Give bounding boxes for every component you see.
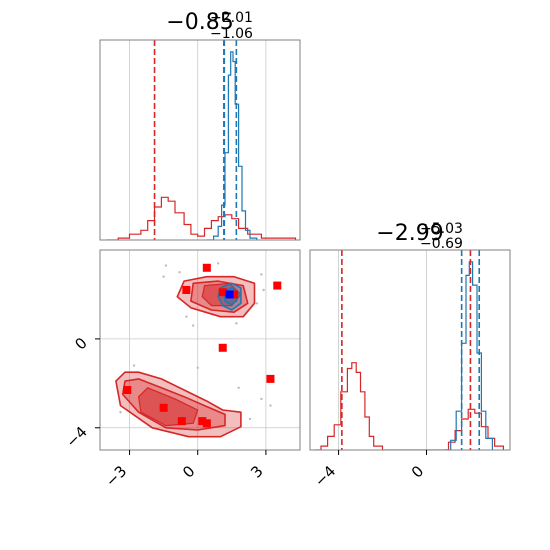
x-tick-labels: −4 0 — [311, 450, 427, 490]
red-histogram — [314, 362, 504, 450]
sample-point — [132, 364, 136, 367]
title-minus: −0.69 — [420, 236, 463, 252]
joint-panel: −3 0 3 −4 0 — [62, 249, 301, 490]
grid-lines — [129, 40, 267, 240]
sample-point — [235, 322, 238, 325]
sample-point — [255, 302, 259, 305]
blue-marker — [225, 290, 234, 299]
red-marker — [266, 374, 275, 383]
scatter-points — [119, 262, 272, 421]
sample-point — [269, 404, 272, 407]
x-tick-labels: −3 0 3 — [102, 450, 267, 490]
red-histogram — [106, 196, 297, 240]
y-tick-labels: −4 0 — [62, 334, 100, 451]
axes-frame — [99, 39, 301, 241]
sample-point — [260, 397, 263, 401]
grid-lines — [338, 250, 427, 450]
y-tick-label: 0 — [71, 334, 90, 353]
blue-histogram — [444, 261, 493, 450]
red-marker — [218, 288, 227, 297]
title-plus: +2.01 — [210, 10, 253, 26]
axes-frame — [99, 249, 301, 451]
panel-title-1: −0.85 — [166, 10, 233, 35]
red-marker — [202, 263, 211, 272]
x-tick-label: 3 — [247, 462, 266, 481]
panel-title-2: −2.99 — [376, 221, 443, 246]
sample-point — [260, 273, 263, 276]
red-marker — [218, 343, 227, 352]
sample-point — [178, 271, 181, 274]
sample-point — [162, 275, 165, 278]
sample-point — [262, 288, 265, 292]
axes-frame — [309, 249, 511, 451]
quantile-lines — [153, 40, 238, 240]
marginal-panel-2: −2.99 +5.03 −0.69 −4 0 — [309, 221, 511, 490]
x-tick-label: 0 — [408, 462, 427, 481]
red-marker — [159, 403, 168, 412]
sample-point — [248, 417, 252, 421]
red-marker — [273, 281, 282, 290]
red-marker — [202, 419, 211, 428]
blue-histogram — [206, 51, 258, 240]
density-contours — [115, 275, 256, 438]
quantile-lines — [341, 250, 481, 450]
sample-point — [196, 366, 199, 369]
red-marker — [123, 386, 132, 394]
sample-point — [164, 264, 168, 267]
red-marker — [182, 286, 191, 294]
y-tick-label: −4 — [62, 423, 90, 451]
marginal-panel-1: −0.85 +2.01 −1.06 — [99, 10, 301, 241]
truth-markers — [123, 263, 282, 428]
title-minus: −1.06 — [210, 26, 253, 42]
x-tick-label: −4 — [311, 462, 339, 490]
red-marker — [230, 290, 239, 299]
title-median: −2.99 — [376, 221, 443, 246]
sample-point — [185, 315, 188, 318]
title-plus: +5.03 — [420, 221, 463, 237]
x-tick-label: 0 — [179, 462, 198, 481]
x-tick-label: −3 — [102, 462, 130, 490]
title-median: −0.85 — [166, 10, 233, 35]
red-marker — [198, 417, 207, 426]
red-marker — [177, 417, 186, 426]
sample-point — [119, 411, 122, 414]
sample-point — [216, 262, 220, 265]
sample-point — [191, 324, 195, 327]
sample-point — [237, 386, 240, 389]
